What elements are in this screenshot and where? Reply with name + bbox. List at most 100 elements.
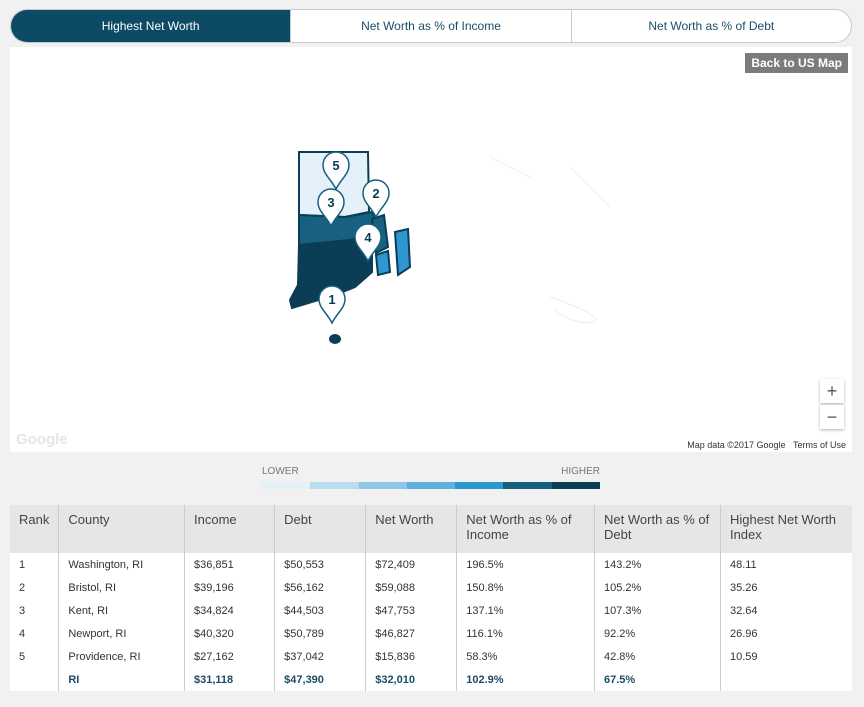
tab-bar: Highest Net Worth Net Worth as % of Incom… [10,9,852,43]
table-cell: $59,088 [365,576,457,599]
legend-bar [262,482,600,489]
tab[interactable]: Net Worth as % of Income [290,10,570,42]
legend-swatch [358,482,407,489]
block-island [329,334,341,344]
total-cell: $32,010 [365,668,457,691]
table-cell: 116.1% [456,622,595,645]
table-cell: 35.26 [719,576,852,599]
map: 5 2 3 4 1 Back to US Map + − Google Map data… [10,47,852,452]
legend-swatch [551,482,600,489]
terms-link[interactable]: Terms of Use [792,440,846,450]
table-row: 5 Providence, RI $27,162 $37,042 $15,836 58.3… [10,645,852,668]
table: Rank County Income Debt Net Worth Net Worth a… [10,505,852,691]
table-cell [719,668,852,691]
table-cell: 4 [19,627,26,640]
table-cell: $15,836 [365,645,457,668]
table-cell: $27,162 [183,645,275,668]
table-cell: 137.1% [456,599,595,622]
table-row: 2 Bristol, RI $39,196 $56,162 $59,088 150.8% 1… [10,576,852,599]
table-cell: 150.8% [456,576,595,599]
table-cell: Bristol, RI [58,576,185,599]
table-cell: 105.2% [594,576,721,599]
map-pin[interactable]: 3 [317,188,345,228]
total-cell: 67.5% [594,668,721,691]
table-cell: 32.64 [719,599,852,622]
table-cell: 196.5% [456,553,595,576]
pin-label: 2 [372,186,379,201]
legend-swatch [262,482,311,489]
total-cell: RI [58,668,185,691]
table-cell: $40,320 [183,622,275,645]
table-cell: $34,824 [183,599,275,622]
table-cell: $47,753 [365,599,457,622]
pin-shape [317,188,345,228]
table-cell: 26.96 [719,622,852,645]
column-header: Rank [10,505,59,553]
column-header: Net Worth as % of Debt [594,505,721,553]
table-row: 4 Newport, RI $40,320 $50,789 $46,827 116.1% 9… [10,622,852,645]
table-cell: 1 [19,558,26,571]
map-pin[interactable]: 4 [354,223,382,263]
pin-label: 4 [364,230,372,245]
total-cell: $47,390 [274,668,366,691]
pin-shape [322,151,350,191]
table-cell: $46,827 [365,622,457,645]
table-cell: $56,162 [274,576,366,599]
table-cell: 143.2% [594,553,721,576]
table-cell: $44,503 [274,599,366,622]
column-header: Highest Net Worth Index [719,505,852,553]
table-cell: 2 [19,581,26,594]
map-pin[interactable]: 5 [322,151,350,191]
google-logo: Google [16,431,68,448]
tab[interactable]: Net Worth as % of Debt [570,10,851,42]
legend-high: HIGHER [561,466,600,477]
column-header: Income [183,505,275,553]
table-wrap: Rank County Income Debt Net Worth Net Worth a… [10,505,852,691]
table-cell: $50,553 [274,553,366,576]
pin-shape [318,285,346,325]
pin-label: 3 [327,195,334,210]
total-cell: 102.9% [456,668,595,691]
legend-swatch [503,482,552,489]
zoom-out[interactable]: − [820,405,844,429]
column-header: Debt [274,505,366,553]
table-cell: 48.11 [719,553,852,576]
table-cell: 5 [19,650,26,663]
pin-shape [354,223,382,263]
map-pin[interactable]: 2 [362,179,390,219]
newport-county-island [374,249,392,277]
table-cell: $37,042 [274,645,366,668]
map-pin[interactable]: 1 [318,285,346,325]
legend-swatch [455,482,504,489]
zoom-in[interactable]: + [820,379,844,403]
total-row: RI $31,118 $47,390 $32,010 102.9% 67.5% [10,668,852,691]
column-header: County [58,505,185,553]
table-cell: 58.3% [456,645,595,668]
column-header: Net Worth [365,505,457,553]
table-cell: 3 [19,604,26,617]
table-row: 3 Kent, RI $34,824 $44,503 $47,753 137.1% 107.… [10,599,852,622]
legend-low: LOWER [262,466,299,477]
tab[interactable]: Highest Net Worth [11,10,291,42]
legend-swatch [406,482,456,489]
table-cell: $36,851 [183,553,275,576]
back-button[interactable]: Back to US Map [745,53,848,73]
table-cell: $50,789 [274,622,366,645]
table-cell: Providence, RI [58,645,185,668]
land-outline [489,156,611,324]
table-cell: Newport, RI [58,622,185,645]
table-cell: $72,409 [365,553,457,576]
table-cell: $39,196 [183,576,275,599]
newport-county [393,227,412,277]
table-cell: 10.59 [719,645,852,668]
total-cell: $31,118 [183,668,275,691]
pin-label: 5 [332,158,339,173]
table-row: 1 Washington, RI $36,851 $50,553 $72,409 196.… [10,553,852,576]
table-cell [10,668,59,691]
column-header: Net Worth as % of Income [456,505,595,553]
table-cell: 92.2% [594,622,721,645]
table-cell: 42.8% [594,645,721,668]
table-cell: Kent, RI [58,599,185,622]
pin-shape [362,179,390,219]
